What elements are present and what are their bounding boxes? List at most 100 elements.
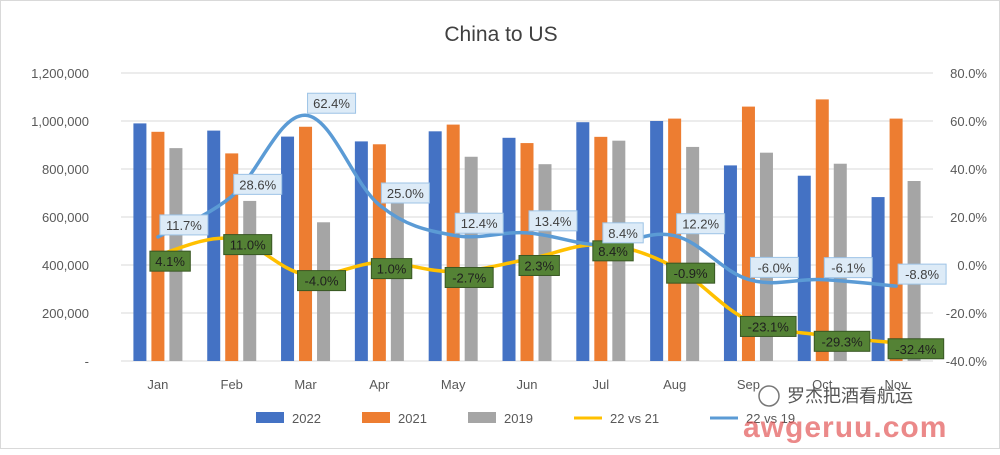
x-tick-label: May xyxy=(441,377,466,392)
y-left-tick-label: - xyxy=(85,354,89,369)
y-left-tick-label: 800,000 xyxy=(42,162,89,177)
y-left-tick-label: 600,000 xyxy=(42,210,89,225)
data-label: -23.1% xyxy=(748,319,790,334)
bar-2019 xyxy=(464,156,478,361)
data-label: -29.3% xyxy=(821,334,863,349)
y-left-tick-label: 1,000,000 xyxy=(31,114,89,129)
data-label: 12.2% xyxy=(682,217,719,232)
bar-2022 xyxy=(871,197,885,361)
data-label: -0.9% xyxy=(674,266,708,281)
bar-2022 xyxy=(207,130,221,361)
data-labels: 4.1% 11.0% -4.0% 1.0% -2.7% 2.3% 8.4% -0.9% -23.… xyxy=(149,92,947,360)
x-axis: Jan Feb Mar Apr May Jun Jul Aug Sep Oct Nov xyxy=(147,377,908,392)
x-tick-label: Aug xyxy=(663,377,686,392)
line-22 vs 19 xyxy=(156,113,898,288)
legend-item: 2019 xyxy=(468,411,533,426)
wechat-icon xyxy=(758,385,780,407)
bar-2022 xyxy=(650,121,664,361)
data-label-box xyxy=(297,270,347,292)
legend-label: 22 vs 19 xyxy=(746,411,795,426)
data-label: 28.6% xyxy=(239,177,276,192)
legend-swatch xyxy=(362,412,390,423)
x-tick-label: Jun xyxy=(517,377,538,392)
y-axis-left: - 200,000 400,000 600,000 800,000 1,000,000 1,… xyxy=(31,66,89,369)
bar-2021 xyxy=(668,118,682,361)
x-tick-label: Jan xyxy=(147,377,168,392)
data-label-box xyxy=(887,338,945,360)
y-right-tick-label: 40.0% xyxy=(950,162,987,177)
legend-label: 2022 xyxy=(292,411,321,426)
y-right-tick-label: 80.0% xyxy=(950,66,987,81)
bar-2021 xyxy=(151,131,165,361)
x-tick-label: Jul xyxy=(593,377,610,392)
data-label-box xyxy=(676,213,726,235)
data-label-box xyxy=(370,258,413,280)
data-label: 62.4% xyxy=(313,96,350,111)
data-label: 11.0% xyxy=(230,238,266,253)
bar-2021 xyxy=(225,153,239,361)
data-label: -6.1% xyxy=(831,261,865,276)
bar-2022 xyxy=(723,165,737,361)
x-tick-label: Nov xyxy=(885,377,909,392)
bars xyxy=(133,99,921,362)
bar-2021 xyxy=(520,143,534,361)
data-label-box xyxy=(739,315,797,337)
watermark-text: 罗杰把酒看航运 xyxy=(787,386,913,406)
data-label: 25.0% xyxy=(387,186,424,201)
bar-2022 xyxy=(428,131,442,361)
bar-2022 xyxy=(797,175,811,361)
x-tick-label: Mar xyxy=(294,377,317,392)
data-label: 8.4% xyxy=(598,244,628,259)
watermark-url: awgeruu.com xyxy=(743,411,947,444)
bar-2021 xyxy=(815,99,829,362)
bar-2019 xyxy=(686,146,700,361)
data-label-box xyxy=(897,263,947,285)
data-label: -2.7% xyxy=(452,270,486,285)
bar-2022 xyxy=(281,136,295,361)
data-label-box xyxy=(223,234,273,256)
legend-item: 2022 xyxy=(256,411,321,426)
data-label: -8.8% xyxy=(905,267,939,282)
data-label-box xyxy=(380,182,430,204)
y-left-tick-label: 400,000 xyxy=(42,258,89,273)
data-label-box xyxy=(749,256,799,278)
legend-item: 22 vs 19 xyxy=(710,411,795,426)
bar-2021 xyxy=(372,144,386,361)
y-right-tick-label: -40.0% xyxy=(946,354,988,369)
y-right-tick-label: 20.0% xyxy=(950,210,987,225)
data-label: 1.0% xyxy=(377,262,407,277)
bar-2022 xyxy=(502,137,516,361)
y-right-tick-label: 60.0% xyxy=(950,114,987,129)
x-tick-label: Feb xyxy=(221,377,243,392)
data-label-box xyxy=(823,257,873,279)
bar-2021 xyxy=(889,118,903,361)
data-label-box xyxy=(666,262,716,284)
data-label-box xyxy=(159,214,209,236)
data-label-box xyxy=(444,266,494,288)
legend-label: 22 vs 21 xyxy=(610,411,659,426)
data-label: 13.4% xyxy=(535,214,572,229)
legend-swatch xyxy=(468,412,496,423)
y-right-tick-label: -20.0% xyxy=(946,306,988,321)
data-label-box xyxy=(813,330,871,352)
data-label: 8.4% xyxy=(608,226,638,241)
legend-item: 22 vs 21 xyxy=(574,411,659,426)
bar-2019 xyxy=(759,152,773,361)
data-label-box xyxy=(149,250,191,272)
bar-2021 xyxy=(446,124,460,361)
chart-title: China to US xyxy=(444,23,557,46)
data-label-box xyxy=(518,254,560,276)
x-tick-label: Oct xyxy=(812,377,833,392)
data-label: 11.7% xyxy=(166,218,202,233)
x-tick-label: Apr xyxy=(369,377,390,392)
bar-2019 xyxy=(317,222,331,361)
data-label: -4.0% xyxy=(305,274,339,289)
legend-label: 2021 xyxy=(398,411,427,426)
bar-2021 xyxy=(741,106,755,361)
data-label: -32.4% xyxy=(895,342,937,357)
legend-swatch xyxy=(256,412,284,423)
y-right-tick-label: 0.0% xyxy=(957,258,987,273)
y-axis-right: -40.0% -20.0% 0.0% 20.0% 40.0% 60.0% 80.0% xyxy=(946,66,988,369)
watermark: 罗杰把酒看航运 awgeruu.com xyxy=(743,385,947,444)
